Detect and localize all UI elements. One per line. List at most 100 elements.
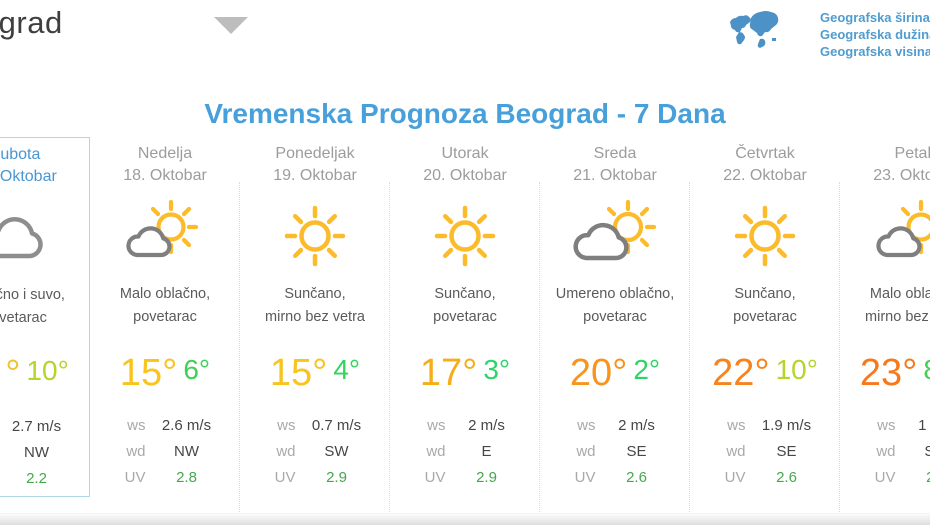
wind-direction-value: SW [924,443,930,460]
temp-low: 4° [333,354,361,385]
wind-speed-value: 2 m/s [468,417,505,434]
day-card-petak[interactable]: Petak 23. Oktobar Malo oblačno,mirno bez… [840,137,930,497]
uv-label: UV [574,469,596,486]
day-date: 19. Oktobar [273,167,357,184]
day-card-ponedeljak[interactable]: Ponedeljak 19. Oktobar Sunčano, mirno bez… [240,137,390,516]
day-details: ws 1.9 m/s wd SE UV 2.6 [690,413,840,491]
temp-low: 6° [183,354,211,385]
temperatures: 15° 4° [240,353,390,401]
weather-description: Sunčano, povetarac [433,286,497,325]
day-card-utorak[interactable]: Utorak 20. Oktobar Sunčano, povetarac 17°… [390,137,540,516]
day-date: 18. Oktobar [123,167,207,184]
uv-label: UV [424,469,446,486]
day-card-sreda[interactable]: Sreda 21. Oktobar Umereno oblačno, poveta… [540,137,690,516]
footer-bar [0,513,930,525]
uv-value: 2.9 [326,469,347,486]
uv-value: 2.9 [476,469,497,486]
weather-description: Umereno oblačno, povetarac [555,286,675,325]
sunny-icon [390,193,540,277]
temp-low: 10° [775,354,818,385]
wind-speed-label: ws [277,417,296,434]
uv-value: 2.8 [176,469,197,486]
weather-description: Malo oblačno, povetarac [119,286,211,325]
day-details: ws 1 m/s wd SW UV 2.6 [840,413,930,491]
day-name: Petak [894,145,930,162]
temperatures: 15° 6° [90,353,240,401]
geo-coordinates: Geografska širina: Geografska dužina: Ge… [820,9,930,60]
day-date: 17. Oktobar [0,168,57,185]
day-name: Utorak [441,145,489,162]
temperatures: 20° 2° [540,353,690,401]
wind-speed-value: 1.9 m/s [761,417,812,434]
temp-high: 15° [119,352,178,394]
day-name: Ponedeljak [275,145,355,162]
wind-direction-label: wd [726,443,746,460]
weather-description: Sunčano, mirno bez vetra [265,286,365,325]
wind-direction-value: SE [776,443,797,460]
wind-direction-value: NW [24,444,49,461]
temp-high: 17° [419,352,478,394]
uv-value: 2.6 [776,469,797,486]
wind-speed-label: ws [427,417,446,434]
temperatures: 17° 3° [390,353,540,401]
wind-direction-value: SE [626,443,647,460]
uv-label: UV [124,469,146,486]
partly-cloudy-icon [840,193,930,277]
temperatures: 22° 10° [690,353,840,401]
uv-label: UV [874,469,896,486]
day-details: ws 0.7 m/s wd SW UV 2.9 [240,413,390,491]
day-details: ws 2 m/s wd E UV 2.9 [390,413,540,491]
wind-direction-label: wd [876,443,896,460]
day-date: 22. Oktobar [723,167,807,184]
day-name: Četvrtak [735,145,795,162]
day-name: Nedelja [137,145,193,162]
temp-low: 8° [923,353,930,387]
day-name: Subota [0,146,41,163]
cloudy-icon [0,194,89,278]
day-card-nedelja[interactable]: Nedelja 18. Oktobar Malo oblačno, povetar… [90,137,240,516]
geo-longitude-label: Geografska dužina: [820,27,930,42]
wind-speed-value: 0.7 m/s [311,417,362,434]
weather-description: Oblačno i suvo,povetarac [0,287,65,326]
wind-speed-label: ws [577,417,596,434]
weather-description: Malo oblačno,mirno bez vetra [865,286,930,325]
sunny-icon [690,193,840,277]
geo-latitude-label: Geografska širina: [820,10,930,25]
temp-low: 2° [633,354,661,385]
page-title: Vremenska Prognoza Beograd - 7 Dana [204,97,726,129]
temp-high: 15° [269,352,328,394]
forecast-row: Subota 17. Oktobar Oblačno i suvo,poveta… [0,137,930,516]
wind-speed-value: 2.6 m/s [161,417,212,434]
wind-speed-value: 2 m/s [618,417,655,434]
wind-direction-label: wd [576,443,596,460]
wind-direction-value: E [481,443,492,460]
day-card-cetvrtak[interactable]: Četvrtak 22. Oktobar Sunčano, povetarac 2… [690,137,840,516]
wind-direction-value: NW [174,443,199,460]
temp-high: ° [5,353,21,395]
uv-value: 2.6 [626,469,647,486]
wind-direction-label: wd [126,443,146,460]
temp-low: 10° [26,355,69,386]
wind-speed-label: ws [727,417,746,434]
chevron-down-icon[interactable] [214,17,248,34]
temp-high: 23° [859,352,918,394]
weather-description: Sunčano, povetarac [733,286,797,325]
geo-altitude-label: Geografska visina: [820,44,930,59]
wind-direction-value: SW [324,443,349,460]
wind-speed-label: ws [127,417,146,434]
uv-label: UV [274,469,296,486]
day-details: ws 2 m/s wd SE UV 2.6 [540,413,690,491]
partly-cloudy-icon [90,193,240,277]
temperatures: ° 10° [0,354,111,402]
day-date: 21. Oktobar [573,167,657,184]
sunny-icon [240,193,390,277]
temp-high: 20° [569,352,628,394]
city-selector[interactable]: Beograd [0,5,63,40]
day-card-subota[interactable]: Subota 17. Oktobar Oblačno i suvo,poveta… [0,137,90,497]
wind-direction-label: wd [426,443,446,460]
wind-speed-label: ws [877,417,896,434]
wind-speed-value: 1 m/s [918,417,930,434]
uv-label: UV [724,469,746,486]
